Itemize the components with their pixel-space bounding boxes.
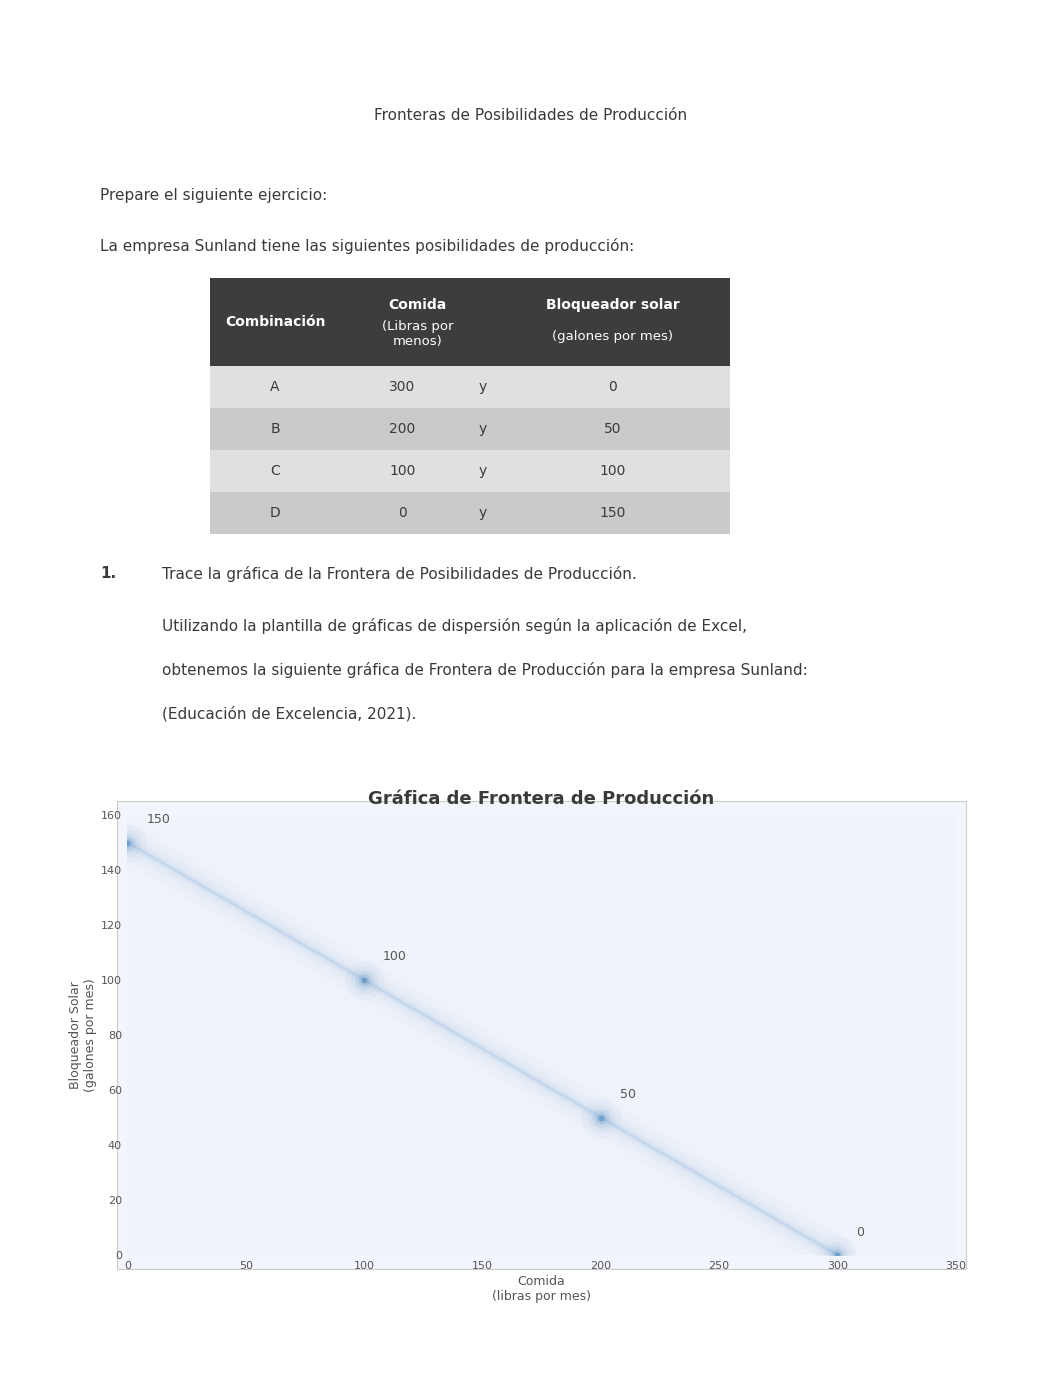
Point — [356, 969, 373, 991]
Text: 100: 100 — [599, 464, 626, 477]
Text: (Educación de Excelencia, 2021).: (Educación de Excelencia, 2021). — [162, 706, 416, 721]
Bar — [210, 409, 730, 450]
Text: C: C — [270, 464, 280, 477]
Point — [356, 969, 373, 991]
Point — [119, 831, 136, 853]
Text: Utilizando la plantilla de gráficas de dispersión según la aplicación de Excel,: Utilizando la plantilla de gráficas de d… — [162, 618, 747, 634]
Point — [829, 1244, 846, 1266]
Text: Trace la gráfica de la Frontera de Posibilidades de Producción.: Trace la gráfica de la Frontera de Posib… — [162, 566, 637, 582]
Text: 150: 150 — [147, 813, 170, 826]
Point — [356, 969, 373, 991]
Text: B: B — [270, 422, 279, 436]
Point — [119, 831, 136, 853]
Text: 100: 100 — [383, 951, 407, 963]
Text: (galones por mes): (galones por mes) — [552, 330, 673, 343]
Text: La empresa Sunland tiene las siguientes posibilidades de producción:: La empresa Sunland tiene las siguientes … — [100, 238, 634, 255]
Text: y: y — [479, 422, 487, 436]
Text: Comida: Comida — [389, 299, 447, 312]
Title: Gráfica de Frontera de Producción: Gráfica de Frontera de Producción — [369, 790, 715, 808]
Point — [356, 969, 373, 991]
Point — [829, 1244, 846, 1266]
Text: Prepare el siguiente ejercicio:: Prepare el siguiente ejercicio: — [100, 189, 327, 204]
Text: 50: 50 — [620, 1088, 636, 1101]
Text: 50: 50 — [604, 422, 621, 436]
Text: 0: 0 — [856, 1226, 864, 1238]
Point — [593, 1106, 610, 1128]
Text: 0: 0 — [609, 380, 617, 394]
Text: 200: 200 — [390, 422, 415, 436]
Text: y: y — [479, 506, 487, 520]
Text: 300: 300 — [390, 380, 415, 394]
Text: obtenemos la siguiente gráfica de Frontera de Producción para la empresa Sunland: obtenemos la siguiente gráfica de Fronte… — [162, 662, 808, 678]
Text: y: y — [479, 464, 487, 477]
Point — [119, 831, 136, 853]
Bar — [210, 450, 730, 493]
Point — [356, 969, 373, 991]
Point — [593, 1106, 610, 1128]
Text: 1.: 1. — [100, 566, 116, 581]
Text: 100: 100 — [390, 464, 415, 477]
Bar — [210, 366, 730, 409]
Text: Fronteras de Posibilidades de Producción: Fronteras de Posibilidades de Producción — [375, 107, 687, 122]
X-axis label: Comida
(libras por mes): Comida (libras por mes) — [492, 1274, 592, 1303]
Text: D: D — [270, 506, 280, 520]
Text: 0: 0 — [398, 506, 407, 520]
Point — [593, 1106, 610, 1128]
Bar — [210, 493, 730, 534]
Y-axis label: Bloqueador Solar
(galones por mes): Bloqueador Solar (galones por mes) — [69, 978, 97, 1093]
Text: y: y — [479, 380, 487, 394]
Point — [119, 831, 136, 853]
Text: A: A — [270, 380, 279, 394]
Point — [593, 1106, 610, 1128]
Point — [119, 831, 136, 853]
Point — [593, 1106, 610, 1128]
Point — [829, 1244, 846, 1266]
Point — [829, 1244, 846, 1266]
Text: (Libras por
menos): (Libras por menos) — [381, 321, 453, 348]
Text: 150: 150 — [599, 506, 626, 520]
Text: Combinación: Combinación — [225, 315, 325, 329]
Text: Bloqueador solar: Bloqueador solar — [546, 299, 680, 312]
Bar — [210, 278, 730, 366]
Point — [829, 1244, 846, 1266]
